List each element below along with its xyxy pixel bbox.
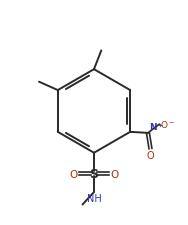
Text: O: O: [147, 151, 154, 160]
Text: $\mathregular{N^+}$: $\mathregular{N^+}$: [149, 121, 164, 132]
Text: NH: NH: [87, 193, 101, 203]
Text: O: O: [111, 169, 119, 179]
Text: $\mathregular{O^-}$: $\mathregular{O^-}$: [160, 119, 175, 130]
Text: O: O: [69, 169, 77, 179]
Text: S: S: [89, 167, 99, 180]
